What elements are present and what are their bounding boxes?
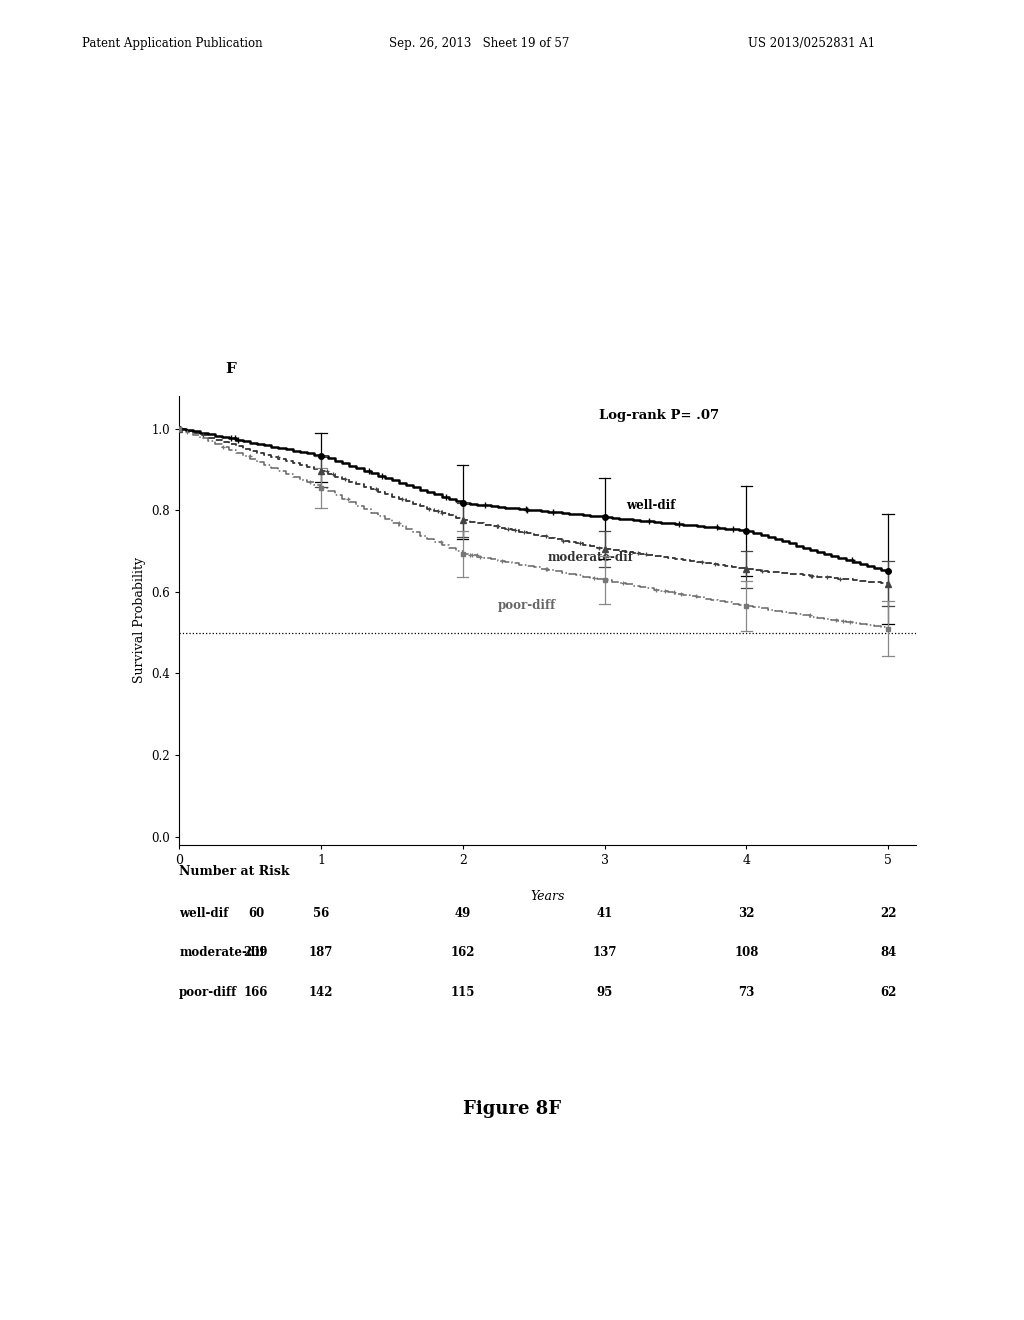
Text: Figure 8F: Figure 8F bbox=[463, 1100, 561, 1118]
Text: 137: 137 bbox=[592, 946, 616, 960]
Text: moderate-dif: moderate-dif bbox=[179, 946, 265, 960]
Text: US 2013/0252831 A1: US 2013/0252831 A1 bbox=[748, 37, 874, 50]
Text: 32: 32 bbox=[738, 907, 755, 920]
Text: 41: 41 bbox=[596, 907, 612, 920]
Text: 62: 62 bbox=[880, 986, 896, 999]
Text: 95: 95 bbox=[596, 986, 612, 999]
Y-axis label: Survival Probability: Survival Probability bbox=[133, 557, 145, 684]
Text: 22: 22 bbox=[880, 907, 896, 920]
Text: F: F bbox=[225, 362, 237, 376]
Text: 115: 115 bbox=[451, 986, 475, 999]
Text: Patent Application Publication: Patent Application Publication bbox=[82, 37, 262, 50]
Text: Sep. 26, 2013   Sheet 19 of 57: Sep. 26, 2013 Sheet 19 of 57 bbox=[389, 37, 569, 50]
Text: 142: 142 bbox=[308, 986, 333, 999]
Text: 162: 162 bbox=[451, 946, 475, 960]
Text: 166: 166 bbox=[244, 986, 268, 999]
Text: Number at Risk: Number at Risk bbox=[179, 865, 290, 878]
Text: 84: 84 bbox=[880, 946, 896, 960]
Text: 56: 56 bbox=[313, 907, 329, 920]
Text: poor-diff: poor-diff bbox=[179, 986, 238, 999]
Text: Years: Years bbox=[530, 890, 565, 903]
Text: 60: 60 bbox=[248, 907, 264, 920]
Text: 209: 209 bbox=[244, 946, 268, 960]
Text: 73: 73 bbox=[738, 986, 755, 999]
Text: 108: 108 bbox=[734, 946, 759, 960]
Text: poor-diff: poor-diff bbox=[499, 599, 556, 612]
Text: well-dif: well-dif bbox=[179, 907, 228, 920]
Text: moderate-dif: moderate-dif bbox=[548, 552, 634, 564]
Text: 187: 187 bbox=[309, 946, 333, 960]
Text: Log-rank P= .07: Log-rank P= .07 bbox=[599, 409, 720, 422]
Text: 49: 49 bbox=[455, 907, 471, 920]
Text: well-dif: well-dif bbox=[626, 499, 675, 512]
